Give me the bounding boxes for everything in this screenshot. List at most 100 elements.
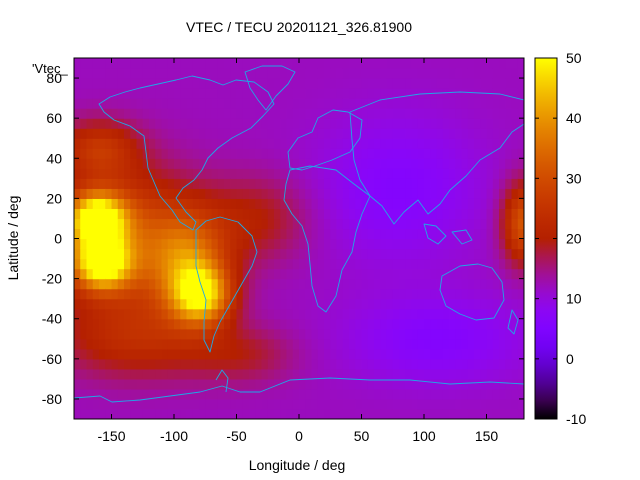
heatmap-cell [317, 148, 325, 159]
heatmap-cell [480, 378, 488, 390]
y-tick-label: -40 [42, 311, 62, 327]
heatmap-cell [292, 108, 300, 119]
heatmap-cell [99, 118, 106, 129]
heatmap-cell [267, 218, 275, 230]
heatmap-cell [467, 228, 475, 240]
heatmap-cell [192, 348, 200, 360]
heatmap-cell [305, 178, 313, 189]
y-axis-label: Latitude / deg [5, 196, 21, 281]
heatmap-cell [155, 268, 163, 280]
heatmap-cell [374, 68, 381, 79]
heatmap-cell [180, 288, 188, 300]
heatmap-cell [430, 188, 438, 199]
heatmap-cell [186, 298, 194, 310]
heatmap-cell [149, 248, 156, 260]
heatmap-cell [480, 108, 488, 119]
heatmap-cell [236, 168, 244, 179]
heatmap-cell [267, 268, 275, 280]
heatmap-cell [280, 178, 288, 189]
heatmap-cell [92, 288, 100, 300]
heatmap-cell [274, 248, 281, 260]
heatmap-cell [130, 268, 138, 280]
heatmap-cell [155, 228, 163, 240]
heatmap-cell [255, 258, 263, 270]
heatmap-cell [317, 58, 325, 69]
heatmap-cell [249, 248, 256, 260]
heatmap-cell [255, 218, 263, 230]
heatmap-cell [336, 318, 344, 330]
heatmap-cell [211, 408, 219, 419]
heatmap-cell [311, 318, 319, 330]
heatmap-cell [261, 308, 269, 320]
heatmap-cell [374, 148, 381, 159]
heatmap-cell [449, 108, 456, 119]
heatmap-cell [199, 388, 206, 400]
heatmap-cell [349, 328, 356, 340]
heatmap-cell [355, 228, 363, 240]
heatmap-cell [380, 78, 388, 89]
heatmap-cell [149, 58, 156, 69]
heatmap-cell [99, 138, 106, 149]
heatmap-cell [424, 258, 431, 270]
heatmap-cell [374, 278, 381, 290]
heatmap-cell [217, 58, 225, 69]
heatmap-cell [261, 148, 269, 159]
heatmap-cell [455, 168, 463, 179]
heatmap-cell [299, 338, 306, 350]
heatmap-cell [267, 58, 275, 69]
heatmap-cell [361, 58, 369, 69]
heatmap-cell [167, 358, 175, 370]
heatmap-cell [424, 278, 431, 290]
heatmap-cell [211, 398, 219, 410]
heatmap-cell [355, 378, 363, 390]
heatmap-cell [480, 368, 488, 380]
heatmap-cell [367, 378, 375, 390]
heatmap-cell [211, 248, 219, 260]
heatmap-cell [255, 238, 263, 250]
heatmap-cell [255, 108, 263, 119]
heatmap-cell [317, 348, 325, 360]
heatmap-cell [430, 368, 438, 380]
heatmap-cell [261, 118, 269, 129]
heatmap-cell [399, 388, 406, 400]
heatmap-cell [136, 118, 144, 129]
heatmap-cell [217, 108, 225, 119]
heatmap-cell [430, 228, 438, 240]
heatmap-cell [230, 198, 238, 210]
heatmap-cell [224, 338, 231, 350]
heatmap-cell [449, 398, 456, 410]
heatmap-cell [467, 408, 475, 419]
heatmap-cell [386, 378, 394, 390]
heatmap-cell [230, 378, 238, 390]
heatmap-cell [374, 128, 381, 139]
heatmap-cell [411, 58, 419, 69]
heatmap-cell [367, 148, 375, 159]
heatmap-cell [380, 308, 388, 320]
heatmap-cell [186, 118, 194, 129]
heatmap-cell [486, 278, 494, 290]
heatmap-cell [492, 138, 500, 149]
heatmap-cell [199, 358, 206, 370]
heatmap-cell [349, 318, 356, 330]
heatmap-cell [230, 138, 238, 149]
heatmap-cell [86, 78, 94, 89]
heatmap-cell [499, 258, 506, 270]
heatmap-cell [117, 118, 125, 129]
heatmap-cell [149, 288, 156, 300]
heatmap-cell [367, 138, 375, 149]
heatmap-cell [211, 218, 219, 230]
heatmap-cell [186, 308, 194, 320]
heatmap-cell [249, 288, 256, 300]
heatmap-cell [324, 208, 331, 220]
heatmap-cell [505, 148, 513, 159]
heatmap-cell [517, 328, 524, 340]
heatmap-cell [336, 408, 344, 419]
heatmap-cell [86, 98, 94, 109]
heatmap-cell [486, 78, 494, 89]
heatmap-cell [405, 298, 413, 310]
heatmap-cell [486, 178, 494, 189]
heatmap-cell [117, 398, 125, 410]
heatmap-cell [474, 138, 481, 149]
heatmap-cell [474, 388, 481, 400]
heatmap-cell [280, 358, 288, 370]
